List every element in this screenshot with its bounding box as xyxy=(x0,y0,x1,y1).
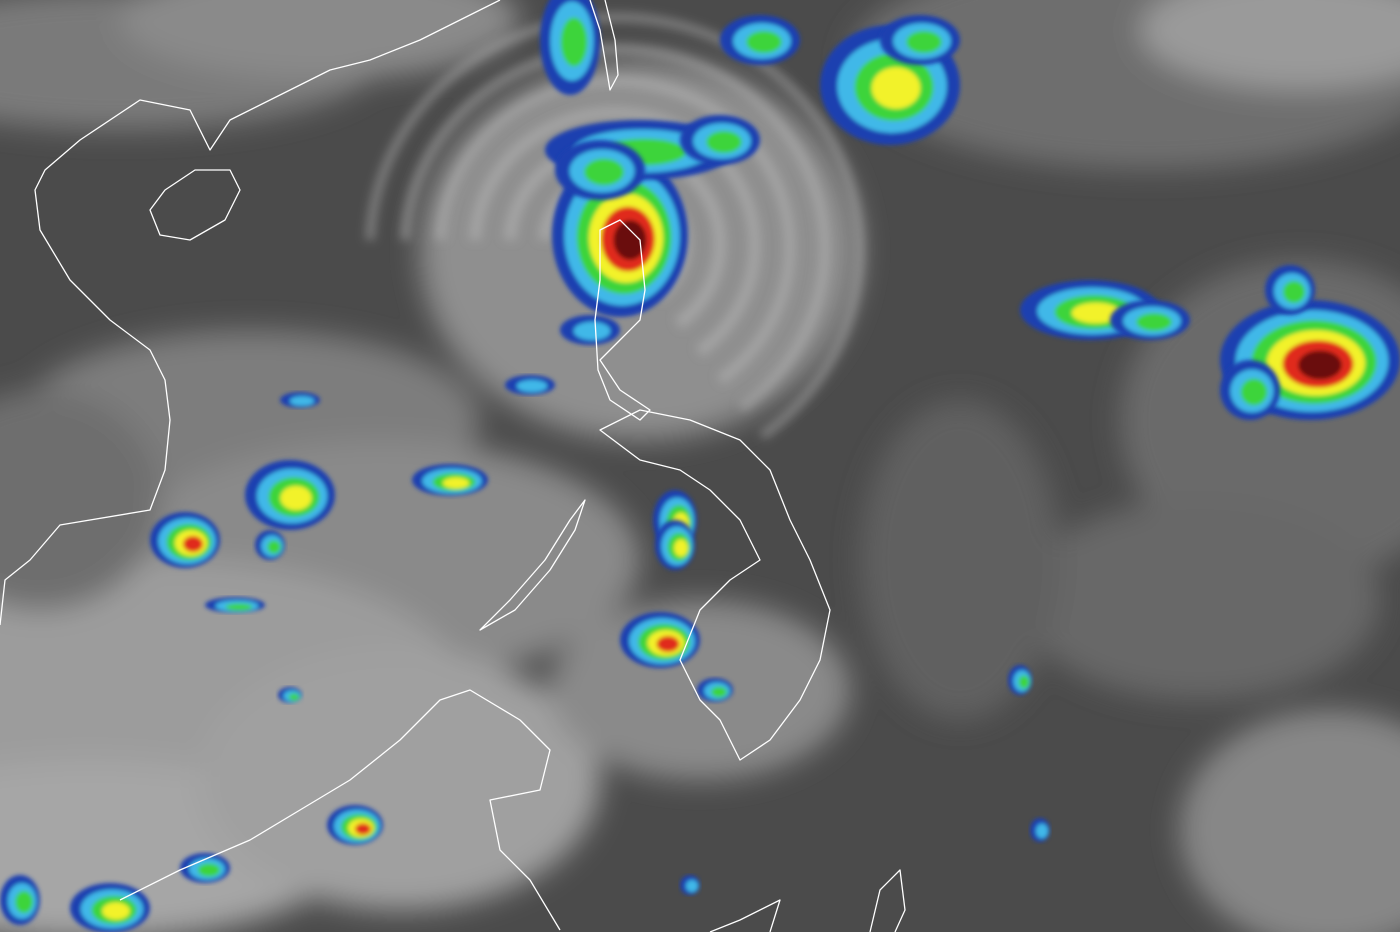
cloud-mass xyxy=(860,400,1060,720)
visayas-mindanao xyxy=(599,409,831,761)
cloud-mass xyxy=(200,650,600,910)
cloud-mass xyxy=(1020,500,1380,700)
storm-cell xyxy=(1265,265,1315,315)
storm-cell xyxy=(278,687,302,703)
palawan-island xyxy=(479,499,586,631)
storm-cell xyxy=(680,875,700,895)
storm-cell xyxy=(255,530,285,560)
storm-cell xyxy=(505,375,555,395)
cloud-mass xyxy=(0,390,160,610)
storm-cell xyxy=(880,15,960,65)
storm-cell xyxy=(720,15,800,65)
cloud-mass xyxy=(120,0,520,80)
spiral-band xyxy=(434,75,796,385)
luzon-island xyxy=(594,219,651,421)
storm-cell xyxy=(180,853,230,883)
cloud-mass xyxy=(1180,710,1400,932)
storm-cell xyxy=(1030,818,1050,842)
sulawesi-coast xyxy=(709,899,781,932)
storm-cell xyxy=(555,140,645,200)
storm-cell xyxy=(620,612,700,668)
storm-cell xyxy=(1110,300,1190,340)
storm-cell xyxy=(150,512,220,568)
storm-cell xyxy=(205,597,265,613)
storm-cell xyxy=(280,392,320,408)
spiral-band xyxy=(400,44,830,413)
storm-cell xyxy=(327,805,383,845)
storm-cell xyxy=(560,315,620,345)
typhoon-core xyxy=(552,153,688,317)
cloud-mass xyxy=(1140,0,1400,90)
storm-cell xyxy=(680,115,760,165)
storm-cell xyxy=(0,875,40,925)
maluku-islands xyxy=(869,869,906,932)
storm-cell xyxy=(1220,360,1280,420)
coastlines xyxy=(0,0,906,932)
storm-cell xyxy=(655,520,695,570)
taiwan-island xyxy=(589,0,619,91)
storm-cell xyxy=(697,678,733,702)
borneo-coast xyxy=(119,689,561,931)
storm-cell xyxy=(540,0,600,95)
china-vietnam-coast xyxy=(0,0,501,626)
hainan-island xyxy=(149,169,241,241)
storm-cell xyxy=(412,464,488,496)
storm-cell xyxy=(245,460,335,530)
storm-cell xyxy=(1008,665,1032,695)
